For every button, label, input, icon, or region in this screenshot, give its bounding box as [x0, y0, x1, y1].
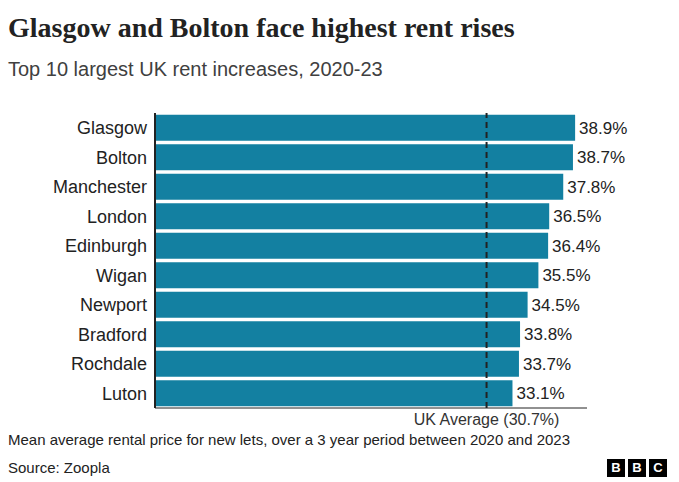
svg-text:London: London: [87, 207, 147, 227]
html-text:Glasgow and Bolton face highes: Glasgow and Bolton face highest rent ris…: [8, 12, 515, 43]
svg-text:33.8%: 33.8%: [524, 325, 572, 344]
svg-text:34.5%: 34.5%: [532, 296, 580, 315]
svg-text:33.7%: 33.7%: [523, 355, 571, 374]
svg-text:36.5%: 36.5%: [553, 207, 601, 226]
svg-text:Newport: Newport: [80, 295, 147, 315]
svg-text:Glasgow: Glasgow: [77, 118, 148, 138]
svg-text:Wigan: Wigan: [96, 266, 147, 286]
html-text:B: B: [611, 460, 621, 475]
svg-text:Edinburgh: Edinburgh: [65, 236, 147, 256]
html-text:Mean average rental price for: Mean average rental price for new lets, …: [8, 431, 570, 448]
svg-text:Luton: Luton: [102, 384, 147, 404]
html-text:B: B: [632, 460, 642, 475]
html-text:Source: Zoopla: Source: Zoopla: [8, 459, 110, 476]
svg-text:38.7%: 38.7%: [577, 148, 625, 167]
html-text:C: C: [653, 460, 663, 475]
svg-text:UK Average (30.7%): UK Average (30.7%): [414, 411, 560, 428]
svg-text:37.8%: 37.8%: [567, 178, 615, 197]
svg-text:35.5%: 35.5%: [542, 266, 590, 285]
svg-text:38.9%: 38.9%: [579, 119, 627, 138]
html-text:Top 10 largest UK rent increas: Top 10 largest UK rent increases, 2020-2…: [8, 58, 383, 80]
svg-text:33.1%: 33.1%: [516, 384, 564, 403]
svg-text:Rochdale: Rochdale: [71, 354, 147, 374]
svg-text:Manchester: Manchester: [53, 177, 147, 197]
svg-text:Bradford: Bradford: [78, 325, 147, 345]
svg-text:36.4%: 36.4%: [552, 237, 600, 256]
svg-text:Bolton: Bolton: [96, 148, 147, 168]
